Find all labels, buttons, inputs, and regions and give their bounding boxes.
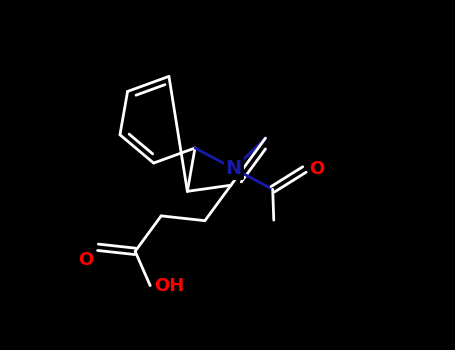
Text: OH: OH bbox=[154, 276, 184, 295]
Text: O: O bbox=[309, 161, 325, 178]
Text: N: N bbox=[226, 159, 242, 178]
Text: O: O bbox=[78, 251, 93, 269]
